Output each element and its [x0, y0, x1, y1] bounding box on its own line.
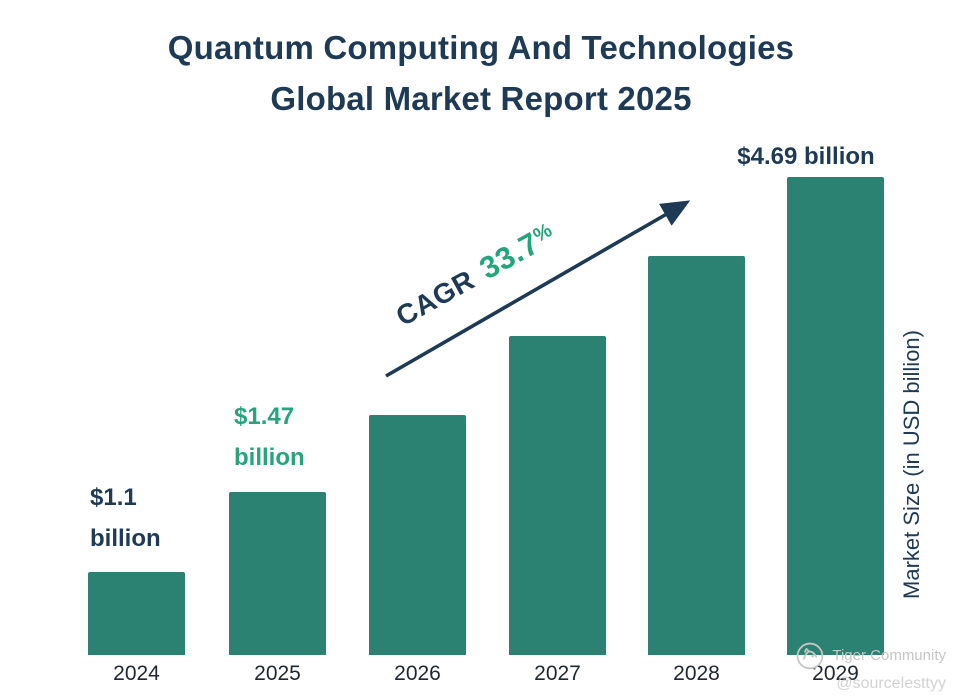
y-axis-title: Market Size (in USD billion): [899, 330, 924, 599]
x-axis-label-2026: 2026: [394, 662, 441, 685]
x-axis-label-2024: 2024: [113, 662, 160, 685]
value-label-2029: $4.69 billion: [737, 143, 875, 170]
watermark: Tiger Community @sourcelesttyy: [794, 640, 946, 694]
cagr-arrow: [385, 200, 691, 378]
x-axis-label-2028: 2028: [673, 662, 720, 685]
bar-2029: [787, 177, 884, 655]
value-label-2024: $1.1 billion: [90, 484, 161, 552]
chart-title-line1: Quantum Computing And Technologies: [167, 29, 795, 66]
tiger-community-logo-icon: [797, 642, 824, 670]
x-axis-label-2025: 2025: [254, 662, 301, 685]
chart-title-line2: Global Market Report 2025: [270, 80, 692, 117]
value-label-2025: $1.47 billion: [234, 403, 305, 471]
bar-2025: [229, 492, 326, 655]
x-axis-label-2029: 2029: [812, 662, 859, 685]
bar-2028: [648, 256, 745, 655]
watermark-handle: @sourcelesttyy: [836, 675, 946, 692]
chart-title: Quantum Computing And Technologies Global…: [0, 22, 962, 124]
x-axis-label-2027: 2027: [534, 662, 581, 685]
bar-2027: [509, 336, 606, 655]
bar-2026: [369, 415, 466, 655]
bar-2024: [88, 572, 185, 655]
watermark-brand: Tiger Community: [832, 647, 946, 664]
